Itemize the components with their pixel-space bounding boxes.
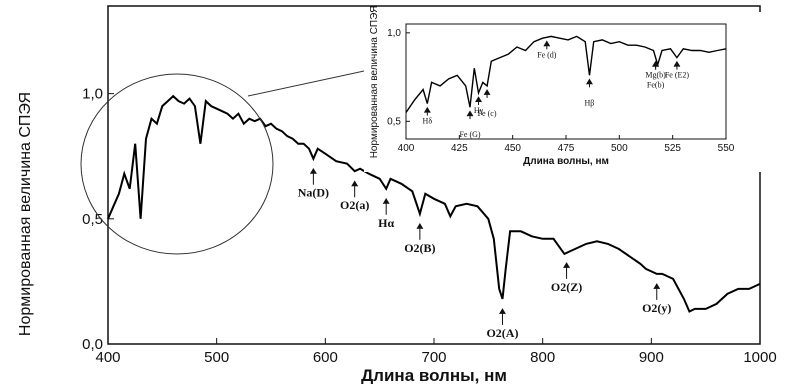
x-tick-label: 450 (504, 143, 521, 154)
main-spectrum-line (107, 94, 761, 313)
annotation-label: O2(Z) (551, 280, 582, 294)
annotation-arrowhead (382, 197, 390, 204)
inset-y-axis-title: Нормированная величина СПЭЯ (369, 6, 380, 159)
annotation-arrowhead (351, 180, 359, 187)
y-tick-label: 1,0 (82, 86, 103, 103)
main-x-ticks: 400 500 600 700 800 900 1000 (95, 338, 777, 366)
main-annotations: Na(D) O2(a) Hα O2(B) O2(A) O2(Z) O2(y) (298, 167, 671, 340)
annotation-arrowhead (563, 262, 570, 269)
y-tick-label: 1,0 (387, 28, 401, 39)
annotation-label: Hα (378, 216, 394, 230)
x-tick-label: 800 (530, 349, 555, 366)
annotation-label: Fe (G) (459, 130, 480, 139)
x-tick-label: 900 (639, 349, 664, 366)
y-tick-label: 0,0 (82, 336, 103, 353)
x-tick-label: 400 (398, 143, 415, 154)
y-tick-label: 0,5 (82, 211, 103, 228)
annotation-label: Hγ (474, 106, 484, 115)
annotation-label: Mg(b) (645, 71, 666, 80)
annotation-arrowhead (483, 89, 491, 96)
x-tick-label: 525 (664, 143, 681, 154)
x-tick-label: 700 (421, 349, 446, 366)
annotation-arrowhead (673, 60, 681, 67)
annotation-arrowhead (652, 60, 659, 67)
annotation-arrowhead (310, 167, 317, 174)
main-y-ticks: 0,0 0,5 1,0 (82, 86, 114, 353)
annotation-label: Fe (E2) (665, 71, 690, 80)
annotation-label: Fe(b) (647, 81, 665, 90)
x-tick-label: 500 (611, 143, 628, 154)
annotation-label: Fe (c) (478, 109, 497, 118)
inset-x-axis-title: Длина волны, нм (523, 156, 609, 167)
annotation-label: Fe (d) (537, 50, 557, 59)
inset-y-ticks: 0,5 1,0 (387, 28, 410, 127)
annotation-arrowhead (499, 308, 506, 315)
annotation-label: Hδ (423, 117, 433, 126)
annotation-arrowhead (423, 106, 431, 113)
annotation-arrowhead (475, 96, 482, 103)
annotation-arrowhead (653, 283, 661, 290)
x-tick-label: 400 (95, 349, 120, 366)
x-tick-label: 500 (204, 349, 229, 366)
annotation-arrowhead (466, 110, 474, 117)
inset-spectrum-line (405, 35, 727, 113)
x-tick-label: 1000 (743, 349, 776, 366)
x-tick-label: 425 (451, 143, 468, 154)
annotation-label: Na(D) (298, 186, 329, 200)
y-tick-label: 0,5 (387, 116, 401, 127)
x-tick-label: 600 (313, 349, 338, 366)
zoom-circle (80, 73, 274, 255)
annotation-label: O2(B) (404, 241, 435, 255)
annotation-arrowhead (416, 223, 424, 230)
main-x-axis-title: Длина волны, нм (361, 366, 507, 384)
annotation-label: O2(A) (486, 326, 518, 340)
annotation-label: O2(a) (340, 198, 369, 212)
main-y-axis-title: Нормированная величина СПЭЯ (17, 92, 34, 336)
annotation-label: O2(y) (642, 301, 671, 315)
annotation-arrowhead (543, 40, 551, 47)
inset-x-ticks: 400 425 450 475 500 525 550 (398, 135, 735, 154)
x-tick-label: 550 (718, 143, 735, 154)
x-tick-label: 475 (558, 143, 575, 154)
zoom-connector (247, 67, 379, 97)
annotation-label: Hβ (585, 98, 595, 107)
annotation-arrowhead (586, 78, 593, 85)
